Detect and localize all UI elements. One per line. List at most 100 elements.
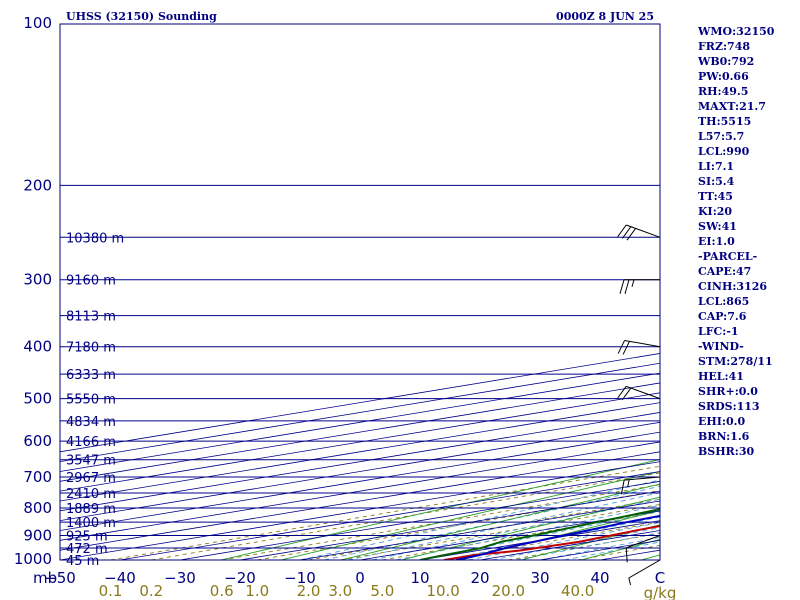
index-item: HEL:41 (698, 370, 744, 383)
temperature-tick-label: −20 (224, 569, 256, 587)
moist-adiabat-line (395, 504, 660, 560)
index-item: -PARCEL- (698, 250, 758, 263)
isotherm-line (60, 431, 660, 531)
index-item: EI:1.0 (698, 235, 735, 248)
isotherm-line (60, 372, 660, 472)
index-item: -WIND- (698, 340, 744, 353)
index-item: LFC:-1 (698, 325, 739, 338)
index-item: CINH:3126 (698, 280, 768, 293)
index-item: L57:5.7 (698, 130, 745, 143)
moist-adiabat-line (371, 498, 660, 560)
height-label: 6333 m (66, 368, 116, 383)
temperature-tick-label: 10 (410, 569, 429, 587)
temperature-tick-label: 20 (470, 569, 489, 587)
height-label: 1889 m (66, 502, 116, 517)
index-item: RH:49.5 (698, 85, 749, 98)
index-item: PW:0.66 (698, 70, 749, 83)
index-item: WMO:32150 (698, 25, 775, 38)
mixing-ratio-label: 2.0 (297, 582, 321, 600)
isotherm-line (60, 441, 660, 541)
temperature-tick-label: −50 (44, 569, 76, 587)
temperature-tick-label: C (655, 569, 665, 587)
temperature-tick-label: 30 (530, 569, 549, 587)
height-label: 8113 m (66, 310, 116, 325)
moist-adiabat-line (323, 485, 660, 560)
height-label: 4166 m (66, 435, 116, 450)
index-item: SW:41 (698, 220, 737, 233)
index-item: BSHR:30 (698, 445, 755, 458)
mixing-ratio-unit-label: g/kg (644, 584, 677, 600)
sounding-indices-list: WMO:32150 FRZ:748 WB0:792 PW:0.66 RH:49.5 MAX… (698, 24, 774, 459)
wind-barb (617, 224, 661, 241)
index-item: SHR+:0.0 (698, 385, 758, 398)
height-label: 10380 m (66, 231, 124, 246)
pressure-tick-label: 900 (23, 526, 52, 544)
pressure-tick-label: 500 (23, 390, 52, 408)
plot-area (60, 24, 660, 560)
height-label: 472 m (66, 542, 108, 557)
wind-barb (617, 339, 661, 355)
wind-barb (617, 385, 661, 401)
height-label: 45 m (66, 554, 99, 569)
temperature-tick-label: 40 (590, 569, 609, 587)
index-item: SI:5.4 (698, 175, 735, 188)
pressure-tick-label: 800 (23, 499, 52, 517)
index-item: CAP:7.6 (698, 310, 747, 323)
pressure-tick-label: 700 (23, 468, 52, 486)
header-time: 0000Z 8 JUN 25 (556, 10, 654, 23)
index-item: CAPE:47 (698, 265, 752, 278)
height-label: 2410 m (66, 487, 116, 502)
index-item: LCL:990 (698, 145, 750, 158)
isotherm-line (60, 421, 660, 522)
isotherm-line (60, 461, 660, 560)
temperature-tick-label: −10 (284, 569, 316, 587)
pressure-tick-label: 1000 (14, 550, 52, 568)
index-item: TH:5515 (698, 115, 752, 128)
moist-adiabat-line (467, 522, 660, 560)
pressure-tick-label: 200 (23, 176, 52, 194)
isotherm-line (60, 412, 660, 512)
header-station: UHSS (32150) Sounding (66, 10, 217, 23)
index-item: KI:20 (698, 205, 733, 218)
height-label: 2967 m (66, 471, 116, 486)
index-item: SRDS:113 (698, 400, 760, 413)
mixing-ratio-line (443, 521, 660, 560)
mixing-ratio-label: 0.6 (210, 582, 234, 600)
plot-frame (59, 23, 661, 561)
mixing-ratio-label: 5.0 (370, 582, 394, 600)
mixing-ratio-label: 3.0 (328, 582, 352, 600)
isotherm-line (60, 402, 660, 502)
index-item: LCL:865 (698, 295, 750, 308)
mixing-ratio-label: 0.2 (139, 582, 163, 600)
height-label: 3547 m (66, 454, 116, 469)
index-item: LI:7.1 (698, 160, 735, 173)
mixing-ratio-label: 1.0 (245, 582, 269, 600)
index-item: EHI:0.0 (698, 415, 746, 428)
index-item: STM:278/11 (698, 355, 773, 368)
pressure-tick-label: 100 (23, 14, 52, 32)
wind-barb (625, 535, 661, 563)
height-label: 9160 m (66, 274, 116, 289)
isotherm-line (60, 451, 660, 551)
height-label: 7180 m (66, 341, 116, 356)
height-label: 4834 m (66, 415, 116, 430)
parcel-profile-line (455, 514, 660, 560)
wind-barb (619, 279, 660, 294)
temperature-tick-label: 0 (355, 569, 365, 587)
mixing-ratio-label: 10.0 (426, 582, 459, 600)
moist-adiabat-line (299, 479, 660, 560)
wind-barb (620, 476, 661, 495)
index-item: MAXT:21.7 (698, 100, 766, 113)
isotherm-line (60, 392, 660, 492)
height-label: 925 m (66, 529, 108, 544)
temperature-profile-line (443, 524, 660, 560)
temperature-tick-label: −40 (104, 569, 136, 587)
index-item: TT:45 (698, 190, 733, 203)
mixing-ratio-label: 40.0 (561, 582, 594, 600)
dewpoint-profile-line (419, 508, 660, 560)
index-item: FRZ:748 (698, 40, 751, 53)
temperature-tick-label: −30 (164, 569, 196, 587)
isotherm-line (60, 382, 660, 482)
